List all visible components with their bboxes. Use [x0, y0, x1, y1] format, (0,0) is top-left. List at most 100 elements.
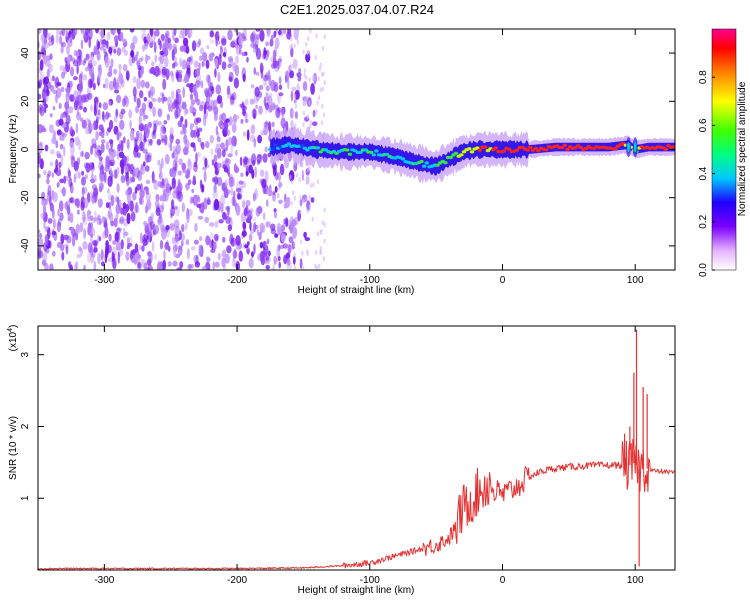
noise-speckle [192, 166, 197, 172]
noise-speckle [257, 159, 260, 166]
noise-speckle [118, 63, 122, 71]
noise-speckle [227, 137, 233, 146]
noise-speckle [142, 140, 146, 146]
noise-speckle [98, 236, 102, 242]
noise-speckle [205, 59, 210, 69]
noise-speckle [270, 34, 274, 40]
noise-speckle [224, 178, 228, 190]
noise-speckle [178, 34, 183, 39]
noise-speckle [222, 211, 227, 220]
noise-speckle [195, 254, 199, 265]
noise-speckle [207, 105, 213, 112]
noise-speckle [234, 29, 237, 33]
noise-speckle [97, 252, 101, 265]
noise-speckle [38, 233, 43, 239]
noise-speckle [278, 181, 281, 191]
noise-speckle [195, 152, 198, 164]
noise-speckle [147, 222, 153, 233]
noise-speckle [157, 217, 162, 226]
noise-speckle [226, 169, 230, 176]
noise-speckle [183, 107, 187, 117]
snr-xtick-label: -100 [360, 575, 380, 586]
noise-speckle [102, 83, 106, 89]
noise-speckle [179, 104, 182, 113]
noise-speckle [108, 46, 113, 54]
noise-speckle [195, 125, 198, 131]
noise-speckle [304, 237, 310, 242]
noise-speckle [151, 61, 155, 67]
noise-speckle [197, 137, 202, 143]
noise-speckle [153, 42, 157, 54]
snr-scale-label: (x104) [7, 325, 19, 352]
noise-speckle [92, 219, 96, 224]
ridge-cell [514, 148, 520, 152]
noise-speckle [230, 98, 234, 106]
noise-speckle [78, 246, 82, 252]
noise-speckle [73, 29, 78, 36]
noise-speckle [87, 29, 93, 40]
noise-speckle [254, 224, 259, 230]
noise-speckle [68, 127, 73, 135]
noise-speckle [218, 56, 221, 64]
noise-speckle [63, 243, 69, 249]
noise-speckle [60, 154, 64, 167]
noise-speckle [170, 206, 176, 217]
noise-speckle [235, 45, 241, 56]
noise-speckle [252, 192, 256, 202]
noise-speckle [177, 69, 183, 75]
noise-speckle [162, 259, 166, 270]
ridge-cell [578, 145, 583, 149]
noise-speckle [117, 143, 122, 152]
noise-speckle [276, 192, 280, 199]
noise-speckle [145, 187, 149, 195]
noise-speckle [285, 217, 289, 228]
noise-speckle [221, 257, 226, 268]
noise-speckle [172, 30, 175, 41]
ridge-cell [493, 146, 498, 150]
noise-speckle [277, 244, 281, 252]
noise-speckle [280, 233, 286, 243]
noise-speckle [157, 159, 161, 166]
noise-speckle [305, 41, 308, 47]
noise-speckle [213, 184, 217, 194]
noise-speckle [78, 82, 84, 93]
noise-speckle [213, 106, 219, 115]
noise-speckle [137, 170, 143, 182]
noise-speckle [83, 227, 87, 240]
noise-speckle [203, 170, 207, 183]
noise-speckle [154, 29, 160, 37]
noise-speckle [143, 114, 149, 120]
noise-speckle [95, 29, 99, 34]
noise-speckle [129, 235, 133, 245]
noise-speckle [248, 258, 254, 269]
noise-speckle [221, 251, 224, 258]
noise-speckle [189, 93, 194, 101]
noise-speckle [245, 118, 249, 124]
noise-speckle [58, 118, 64, 126]
noise-speckle [209, 222, 215, 227]
noise-speckle [280, 107, 285, 118]
noise-speckle [59, 35, 63, 45]
noise-speckle [297, 76, 302, 82]
noise-speckle [190, 196, 194, 204]
noise-speckle [46, 173, 50, 179]
noise-speckle [256, 33, 260, 40]
noise-speckle [134, 186, 138, 194]
noise-speckle [169, 223, 175, 231]
noise-speckle [73, 89, 78, 101]
noise-speckle [239, 156, 243, 166]
noise-speckle [295, 35, 299, 41]
noise-speckle [140, 56, 144, 62]
noise-speckle [116, 132, 123, 137]
noise-speckle [187, 30, 191, 39]
noise-speckle [227, 153, 233, 158]
noise-speckle [177, 245, 183, 256]
noise-speckle [70, 154, 75, 161]
noise-speckle [321, 46, 325, 51]
noise-speckle [230, 237, 235, 247]
noise-speckle [93, 187, 99, 198]
noise-speckle [179, 230, 182, 241]
noise-speckle [314, 55, 317, 60]
noise-speckle [109, 158, 115, 166]
